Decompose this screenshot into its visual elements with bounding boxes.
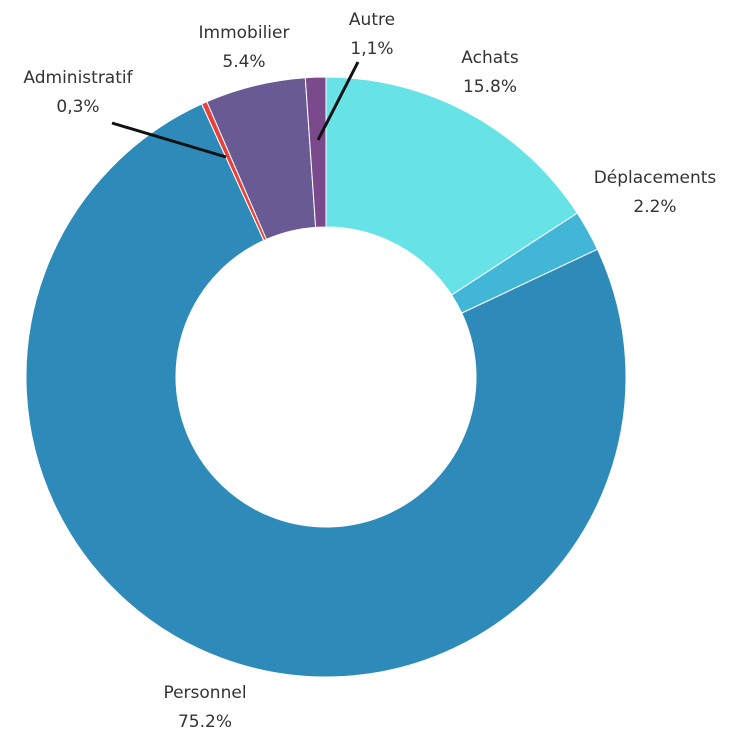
- slice-value-label: 75.2%: [178, 712, 232, 731]
- leader-line: [316, 61, 360, 141]
- slice-label: Achats: [461, 48, 519, 68]
- slice-label: Personnel: [163, 683, 246, 703]
- donut-slice: [25, 103, 627, 678]
- slice-label: Administratif: [23, 68, 133, 88]
- slice-value-label: 2.2%: [633, 197, 676, 217]
- slice-value-label: 0,3%: [56, 97, 99, 117]
- donut-slice: [304, 76, 327, 228]
- slice-label: Autre: [349, 10, 395, 30]
- slice-label: Immobilier: [199, 23, 290, 43]
- slice-value-label: 15.8%: [463, 77, 517, 97]
- leader-line: [111, 121, 227, 159]
- donut-slice: [325, 76, 578, 296]
- slice-label: Déplacements: [594, 168, 717, 188]
- slice-value-label: 5.4%: [222, 52, 265, 72]
- slice-value-label: 1,1%: [350, 39, 393, 59]
